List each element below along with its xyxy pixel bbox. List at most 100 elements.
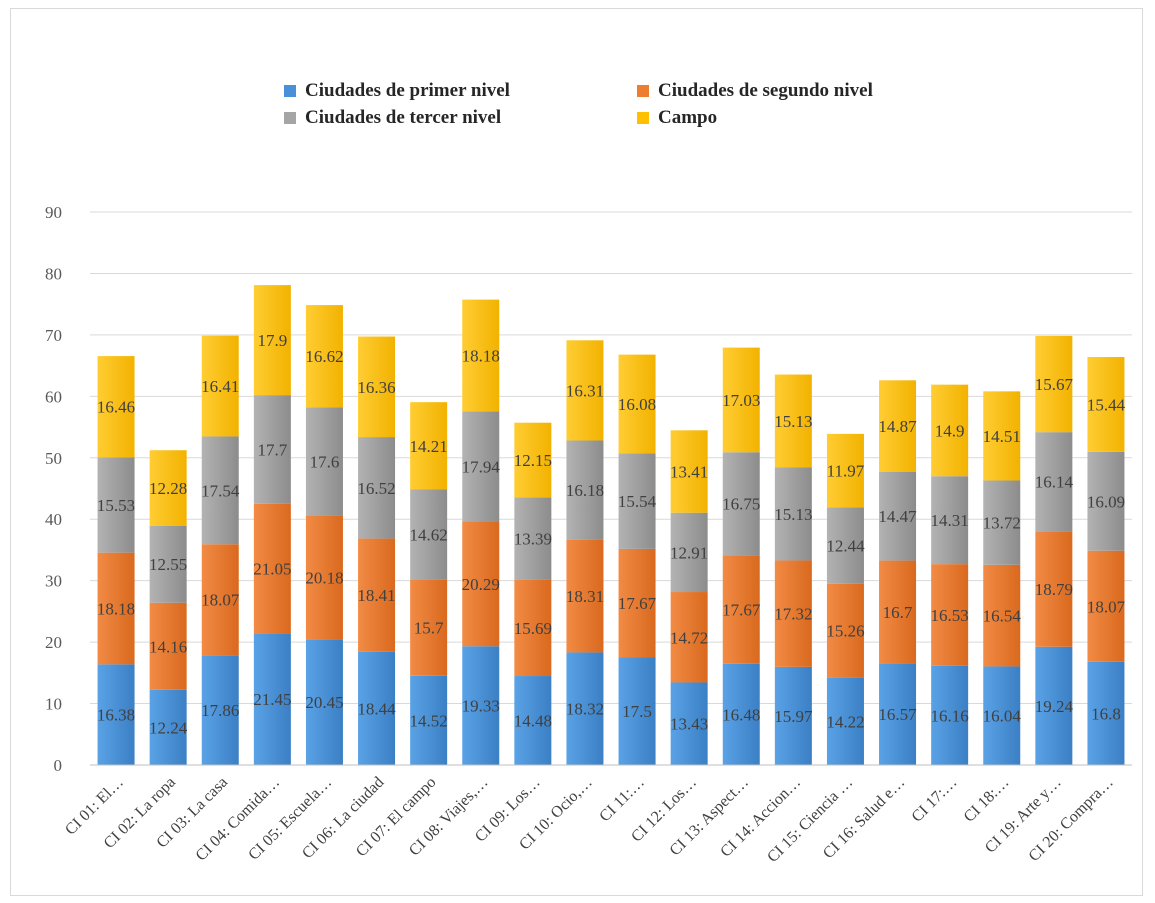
data-label-segundo-7: 15.7 (414, 619, 444, 638)
data-label-segundo-13: 17.67 (722, 600, 761, 619)
bar-primer-10 (566, 652, 604, 765)
bar-primer-20 (1087, 661, 1125, 765)
bar-primer-1 (97, 664, 135, 765)
y-tick-label-70: 70 (45, 326, 62, 345)
bar-segundo-18 (983, 564, 1021, 667)
bar-segundo-1 (97, 552, 135, 665)
data-label-segundo-17: 16.53 (931, 606, 969, 625)
bar-campo-2 (149, 450, 187, 526)
bar-tercer-12 (670, 512, 708, 593)
bar-campo-13 (722, 347, 760, 453)
bar-campo-9 (514, 422, 552, 498)
data-label-segundo-10: 18.31 (566, 587, 604, 606)
bar-tercer-13 (722, 452, 760, 556)
data-label-campo-10: 16.31 (566, 381, 604, 400)
bar-campo-10 (566, 340, 604, 441)
data-label-tercer-16: 14.47 (878, 507, 917, 526)
data-label-campo-14: 15.13 (774, 412, 812, 431)
bar-segundo-7 (410, 579, 448, 676)
bar-primer-19 (1035, 646, 1073, 765)
bar-campo-5 (305, 305, 343, 408)
data-label-campo-1: 16.46 (97, 398, 135, 417)
data-label-tercer-13: 16.75 (722, 495, 760, 514)
bar-primer-7 (410, 675, 448, 765)
x-tick-label-11: CI 11:… (596, 774, 648, 826)
data-label-primer-18: 16.04 (983, 707, 1022, 726)
bar-primer-17 (931, 665, 969, 765)
bar-tercer-10 (566, 440, 604, 540)
data-label-tercer-18: 13.72 (983, 514, 1021, 533)
bar-segundo-17 (931, 564, 969, 666)
data-label-segundo-4: 21.05 (253, 560, 291, 579)
data-label-segundo-15: 15.26 (826, 622, 864, 641)
data-label-primer-14: 15.97 (774, 707, 813, 726)
data-label-tercer-17: 14.31 (931, 511, 969, 530)
data-label-primer-10: 18.32 (566, 700, 604, 719)
y-tick-label-40: 40 (45, 510, 62, 529)
data-label-segundo-9: 15.69 (514, 619, 552, 638)
y-tick-label-90: 90 (45, 203, 62, 222)
legend-swatch-primer-nivel (284, 85, 296, 97)
bar-tercer-6 (358, 437, 396, 539)
data-label-segundo-19: 18.79 (1035, 580, 1073, 599)
bar-campo-19 (1035, 335, 1073, 433)
data-label-campo-17: 14.9 (935, 421, 965, 440)
bar-campo-14 (774, 374, 812, 468)
data-label-campo-19: 15.67 (1035, 375, 1074, 394)
bar-tercer-7 (410, 489, 448, 580)
bar-tercer-4 (253, 395, 291, 504)
bar-primer-13 (722, 663, 760, 765)
data-label-campo-18: 14.51 (983, 427, 1021, 446)
bar-primer-16 (879, 663, 917, 765)
legend-label-primer-nivel: Ciudades de primer nivel (305, 80, 510, 101)
bar-primer-3 (201, 655, 239, 765)
data-label-segundo-5: 20.18 (305, 568, 343, 587)
data-label-primer-20: 16.8 (1091, 704, 1121, 723)
data-label-segundo-6: 18.41 (357, 586, 395, 605)
bar-campo-15 (826, 433, 864, 508)
data-label-tercer-7: 14.62 (410, 525, 448, 544)
bar-tercer-2 (149, 525, 187, 603)
data-label-campo-6: 16.36 (357, 378, 395, 397)
bar-tercer-11 (618, 453, 656, 549)
data-label-segundo-12: 14.72 (670, 628, 708, 647)
bar-primer-14 (774, 666, 812, 765)
bar-primer-9 (514, 676, 552, 765)
bar-tercer-18 (983, 480, 1021, 565)
y-tick-label-50: 50 (45, 449, 62, 468)
data-label-tercer-20: 16.09 (1087, 492, 1125, 511)
bar-campo-8 (462, 299, 500, 412)
bar-tercer-20 (1087, 451, 1125, 551)
data-label-campo-11: 16.08 (618, 395, 656, 414)
bar-tercer-9 (514, 497, 552, 580)
data-label-campo-9: 12.15 (514, 451, 552, 470)
bar-segundo-6 (358, 538, 396, 652)
bar-campo-6 (358, 336, 396, 438)
data-label-tercer-15: 12.44 (826, 537, 865, 556)
legend-swatch-segundo-nivel (637, 85, 649, 97)
bar-segundo-19 (1035, 531, 1073, 647)
y-tick-label-30: 30 (45, 572, 62, 591)
data-label-tercer-11: 15.54 (618, 492, 657, 511)
data-label-tercer-2: 12.55 (149, 555, 187, 574)
bar-segundo-2 (149, 602, 187, 690)
bar-segundo-10 (566, 539, 604, 653)
y-tick-label-80: 80 (45, 264, 62, 283)
legend-label-campo: Campo (658, 107, 718, 128)
bar-primer-12 (670, 682, 708, 765)
y-tick-label-60: 60 (45, 387, 62, 406)
legend-item-primer-nivel: Ciudades de primer nivel (284, 80, 510, 102)
bar-primer-15 (826, 677, 864, 765)
data-label-primer-8: 19.33 (462, 697, 500, 716)
data-label-campo-13: 17.03 (722, 391, 760, 410)
bar-tercer-19 (1035, 432, 1073, 532)
data-label-segundo-2: 14.16 (149, 637, 187, 656)
data-label-tercer-8: 17.94 (462, 457, 501, 476)
data-label-primer-5: 20.45 (305, 693, 343, 712)
bar-segundo-8 (462, 521, 500, 647)
bar-tercer-14 (774, 467, 812, 561)
bar-primer-2 (149, 689, 187, 765)
legend-item-campo: Campo (637, 107, 717, 129)
bar-tercer-17 (931, 476, 969, 565)
bar-primer-8 (462, 646, 500, 765)
